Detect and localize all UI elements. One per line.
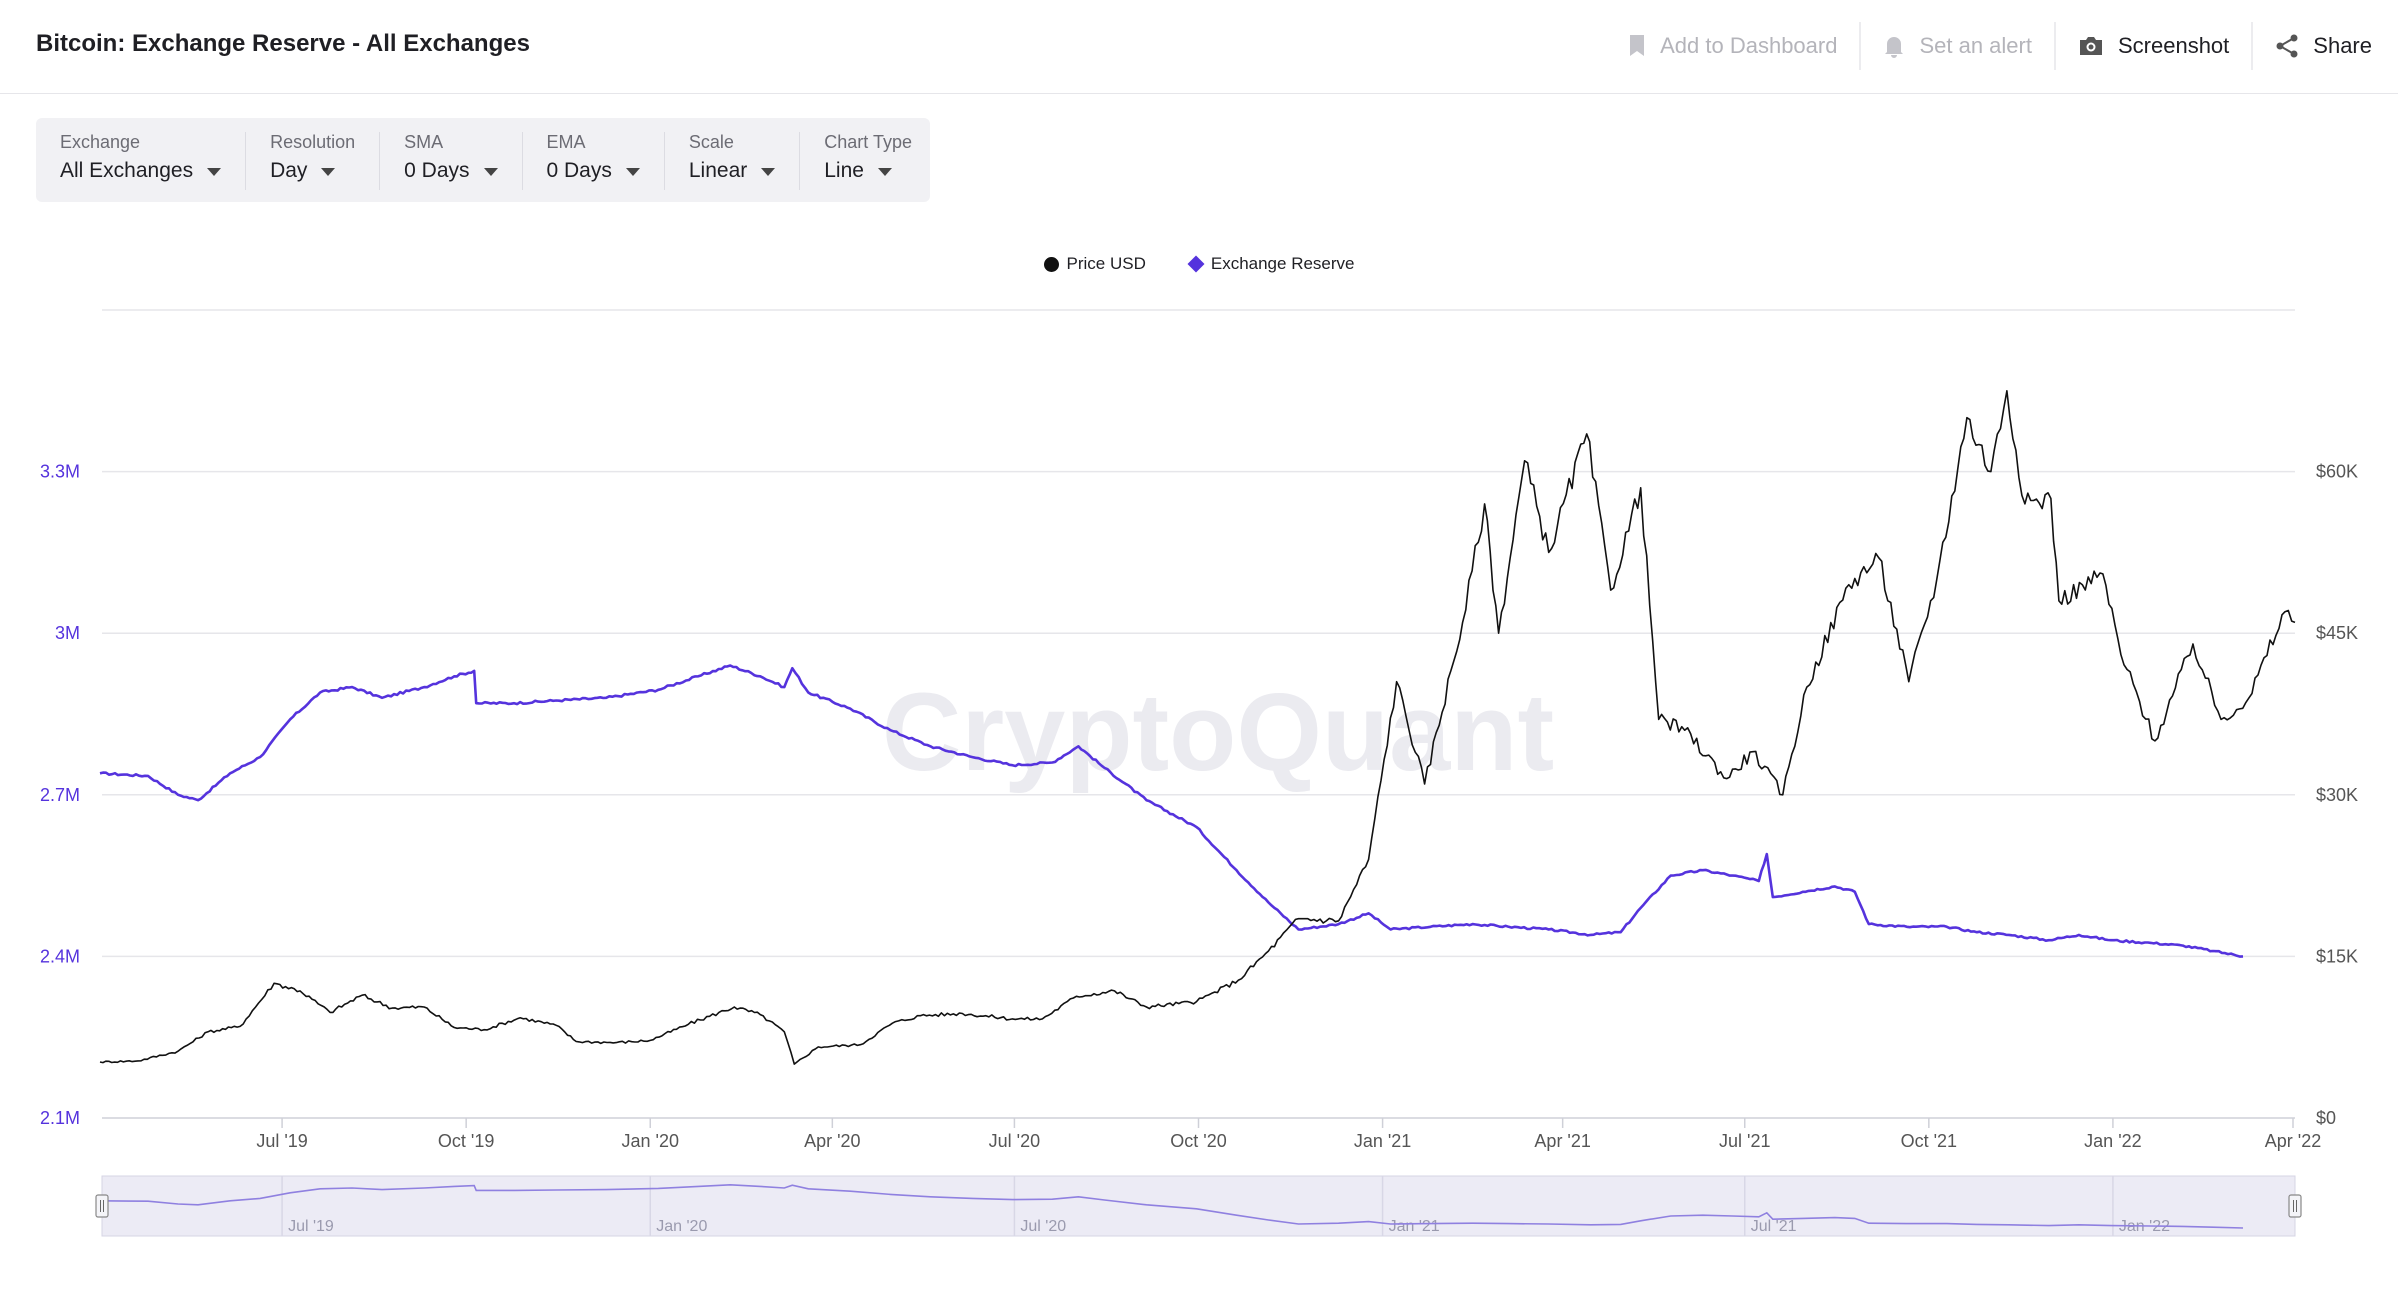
circle-icon xyxy=(1043,256,1059,272)
chart-controls: Exchange All Exchanges Resolution Day SM… xyxy=(36,118,930,202)
x-tick-label: Jan '21 xyxy=(1354,1131,1411,1151)
y-right-tick-label: $30K xyxy=(2316,785,2358,805)
x-tick-label: Jul '21 xyxy=(1719,1131,1770,1151)
caret-down-icon xyxy=(483,168,498,176)
navigator-tick-label: Jul '21 xyxy=(1751,1218,1797,1235)
navigator-tick-label: Jul '20 xyxy=(1020,1218,1066,1235)
share-button[interactable]: Share xyxy=(2253,22,2380,70)
exchange-select[interactable]: Exchange All Exchanges xyxy=(36,132,247,190)
set-alert-button[interactable]: Set an alert xyxy=(1861,22,2056,70)
bookmark-icon xyxy=(1630,35,1645,56)
price-usd-series-line xyxy=(99,390,2296,1065)
resolution-label: Resolution xyxy=(270,132,356,152)
x-tick-label: Oct '21 xyxy=(1901,1131,1957,1151)
add-to-dashboard-label: Add to Dashboard xyxy=(1660,33,1838,58)
add-to-dashboard-button[interactable]: Add to Dashboard xyxy=(1606,22,1862,70)
y-right-tick-label: $45K xyxy=(2316,623,2358,643)
y-right-tick-label: $60K xyxy=(2316,462,2358,482)
y-right-tick-label: $15K xyxy=(2316,946,2358,966)
caret-down-icon xyxy=(207,168,222,176)
sma-select[interactable]: SMA 0 Days xyxy=(380,132,523,190)
chart-type-value: Line xyxy=(824,159,864,182)
set-alert-label: Set an alert xyxy=(1919,33,2032,58)
caret-down-icon xyxy=(321,168,336,176)
bell-icon xyxy=(1885,37,1904,58)
y-left-tick-label: 3M xyxy=(55,623,80,643)
header-actions: Add to Dashboard Set an alert Screenshot… xyxy=(1606,20,2380,72)
axis-layer: 2.1M $0 2.4M $15K 2.7M $30K 3M $45K 3.3M $60K Jul … xyxy=(40,462,2358,1151)
legend-item-price[interactable]: Price USD xyxy=(1043,254,1146,274)
y-left-tick-label: 2.7M xyxy=(40,785,80,805)
ema-value: 0 Days xyxy=(546,159,612,182)
y-left-tick-label: 2.1M xyxy=(40,1108,80,1128)
series-layer xyxy=(99,390,2296,1065)
x-tick-label: Jul '20 xyxy=(989,1131,1040,1151)
scale-label: Scale xyxy=(688,132,734,152)
caret-down-icon xyxy=(761,168,776,176)
screenshot-label: Screenshot xyxy=(2117,33,2230,58)
navigator-tick-label: Jul '19 xyxy=(288,1218,334,1235)
x-tick-label: Jul '19 xyxy=(256,1131,307,1151)
y-left-tick-label: 3.3M xyxy=(40,462,80,482)
chart-type-select[interactable]: Chart Type Line xyxy=(800,132,936,190)
y-right-tick-label: $0 xyxy=(2316,1108,2336,1128)
x-tick-label: Oct '20 xyxy=(1170,1131,1226,1151)
navigator-series-line xyxy=(99,1183,2244,1229)
x-tick-label: Oct '19 xyxy=(438,1131,494,1151)
share-icon xyxy=(2276,34,2298,58)
scale-value: Linear xyxy=(688,159,748,182)
sma-value: 0 Days xyxy=(404,159,470,182)
navigator-tick-label: Jan '20 xyxy=(656,1218,707,1235)
x-tick-label: Jan '22 xyxy=(2084,1131,2141,1151)
x-tick-label: Jan '20 xyxy=(622,1131,679,1151)
navigator[interactable]: Jul '19 Jan '20 Jul '20 Jan '21 Jul '21 Jan '… xyxy=(95,1175,2302,1237)
exchange-label: Exchange xyxy=(60,132,141,152)
navigator-background xyxy=(101,1175,2296,1237)
camera-icon xyxy=(2079,37,2102,55)
screenshot-button[interactable]: Screenshot xyxy=(2056,22,2254,70)
chart-type-label: Chart Type xyxy=(824,132,912,152)
y-left-tick-label: 2.4M xyxy=(40,946,80,966)
caret-down-icon xyxy=(877,168,892,176)
resolution-value: Day xyxy=(270,159,308,182)
resolution-select[interactable]: Resolution Day xyxy=(246,132,381,190)
scale-select[interactable]: Scale Linear xyxy=(665,132,801,190)
x-tick-label: Apr '20 xyxy=(804,1131,860,1151)
caret-down-icon xyxy=(625,168,640,176)
x-tick-label: Apr '21 xyxy=(1534,1131,1590,1151)
exchange-value: All Exchanges xyxy=(60,159,194,182)
chart-header: Bitcoin: Exchange Reserve - All Exchange… xyxy=(0,0,2398,94)
navigator-handle-right[interactable] xyxy=(2288,1194,2302,1218)
watermark: CryptoQuant xyxy=(882,671,1554,794)
ema-label: EMA xyxy=(546,132,586,152)
legend-label-reserve: Exchange Reserve xyxy=(1210,254,1355,273)
ema-select[interactable]: EMA 0 Days xyxy=(523,132,665,190)
exchange-reserve-series-line xyxy=(99,664,2244,958)
legend-label-price: Price USD xyxy=(1066,254,1146,273)
x-tick-label: Apr '22 xyxy=(2265,1131,2321,1151)
share-label: Share xyxy=(2313,33,2372,58)
navigator-handle-left[interactable] xyxy=(95,1194,109,1218)
sma-label: SMA xyxy=(404,132,444,152)
chart-legend: Price USD Exchange Reserve xyxy=(0,254,2398,274)
legend-item-reserve[interactable]: Exchange Reserve xyxy=(1187,254,1355,274)
navigator-tick-label: Jan '21 xyxy=(1389,1218,1440,1235)
page-title: Bitcoin: Exchange Reserve - All Exchange… xyxy=(36,30,530,57)
